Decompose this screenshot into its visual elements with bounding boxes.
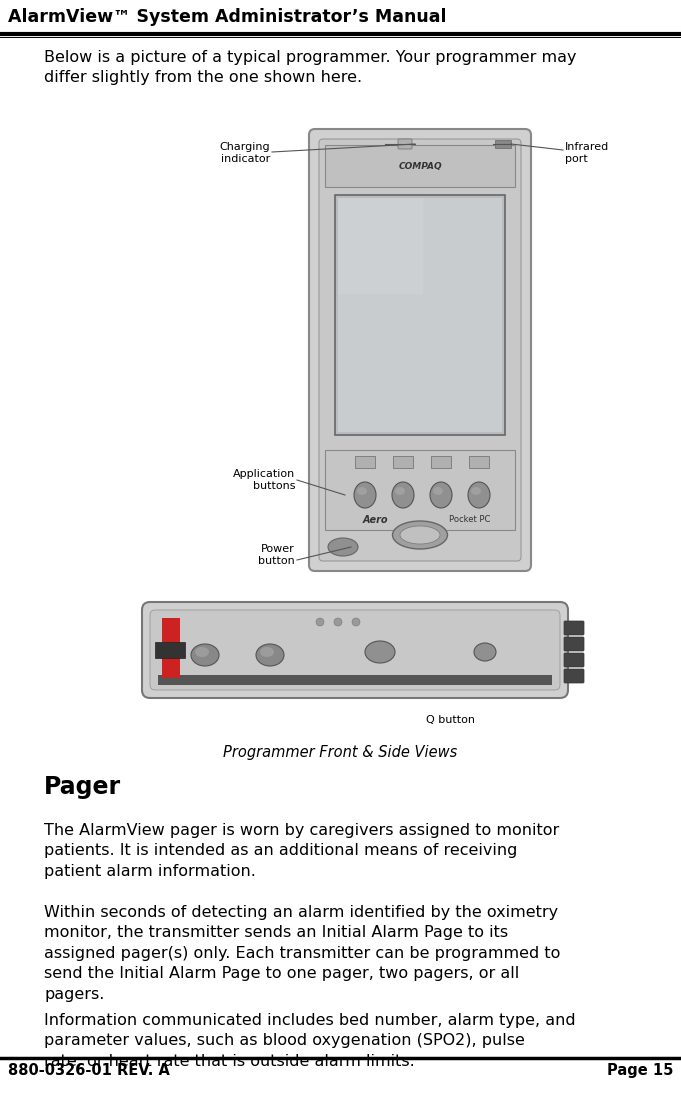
Text: The AlarmView pager is worn by caregivers assigned to monitor
patients. It is in: The AlarmView pager is worn by caregiver… (44, 823, 559, 879)
Circle shape (334, 618, 342, 626)
Ellipse shape (256, 644, 284, 666)
Ellipse shape (392, 521, 447, 549)
Ellipse shape (471, 487, 481, 495)
Text: Pager: Pager (44, 775, 121, 799)
Ellipse shape (395, 487, 405, 495)
Text: Pocket PC: Pocket PC (449, 515, 491, 525)
FancyBboxPatch shape (564, 669, 584, 683)
Ellipse shape (392, 482, 414, 509)
Text: 880-0326-01 REV. A: 880-0326-01 REV. A (8, 1063, 170, 1078)
FancyBboxPatch shape (398, 139, 412, 149)
Bar (338, 198, 502, 432)
FancyBboxPatch shape (319, 139, 521, 561)
Bar (325, 145, 515, 187)
Bar (162, 618, 180, 678)
Text: Information communicated includes bed number, alarm type, and
parameter values, : Information communicated includes bed nu… (44, 1013, 575, 1069)
Text: COMPAQ: COMPAQ (398, 161, 442, 171)
Bar (158, 675, 552, 685)
Text: Q button: Q button (426, 715, 475, 724)
Text: Application
buttons: Application buttons (233, 469, 295, 491)
Ellipse shape (474, 643, 496, 661)
Text: Below is a picture of a typical programmer. Your programmer may
differ slightly : Below is a picture of a typical programm… (44, 50, 577, 85)
Ellipse shape (400, 526, 440, 544)
Text: Page 15: Page 15 (607, 1063, 673, 1078)
Bar (469, 456, 489, 468)
Ellipse shape (433, 487, 443, 495)
Text: Programmer Front & Side Views: Programmer Front & Side Views (223, 745, 458, 760)
Text: Within seconds of detecting an alarm identified by the oximetry
monitor, the tra: Within seconds of detecting an alarm ide… (44, 905, 560, 1002)
Bar (338, 198, 423, 294)
Ellipse shape (260, 647, 274, 657)
Text: Infrared
port: Infrared port (565, 142, 609, 163)
FancyBboxPatch shape (564, 637, 584, 651)
Ellipse shape (468, 482, 490, 509)
Ellipse shape (430, 482, 452, 509)
Ellipse shape (365, 641, 395, 663)
FancyBboxPatch shape (564, 653, 584, 667)
Text: AlarmView™ System Administrator’s Manual: AlarmView™ System Administrator’s Manual (8, 8, 447, 26)
Ellipse shape (357, 487, 367, 495)
Bar (431, 456, 451, 468)
Text: Aero: Aero (362, 515, 387, 525)
Bar (335, 195, 505, 435)
Circle shape (352, 618, 360, 626)
FancyBboxPatch shape (150, 610, 560, 690)
Bar (155, 642, 185, 658)
FancyBboxPatch shape (309, 129, 531, 571)
Ellipse shape (191, 644, 219, 666)
Text: Charging
indicator: Charging indicator (219, 142, 270, 163)
Bar (495, 140, 511, 148)
Bar (355, 456, 375, 468)
Ellipse shape (195, 647, 209, 657)
Ellipse shape (328, 538, 358, 556)
FancyBboxPatch shape (564, 621, 584, 635)
Ellipse shape (354, 482, 376, 509)
Circle shape (316, 618, 324, 626)
Text: Power
button: Power button (258, 545, 295, 566)
Bar (393, 456, 413, 468)
Bar (325, 450, 515, 530)
FancyBboxPatch shape (142, 602, 568, 698)
